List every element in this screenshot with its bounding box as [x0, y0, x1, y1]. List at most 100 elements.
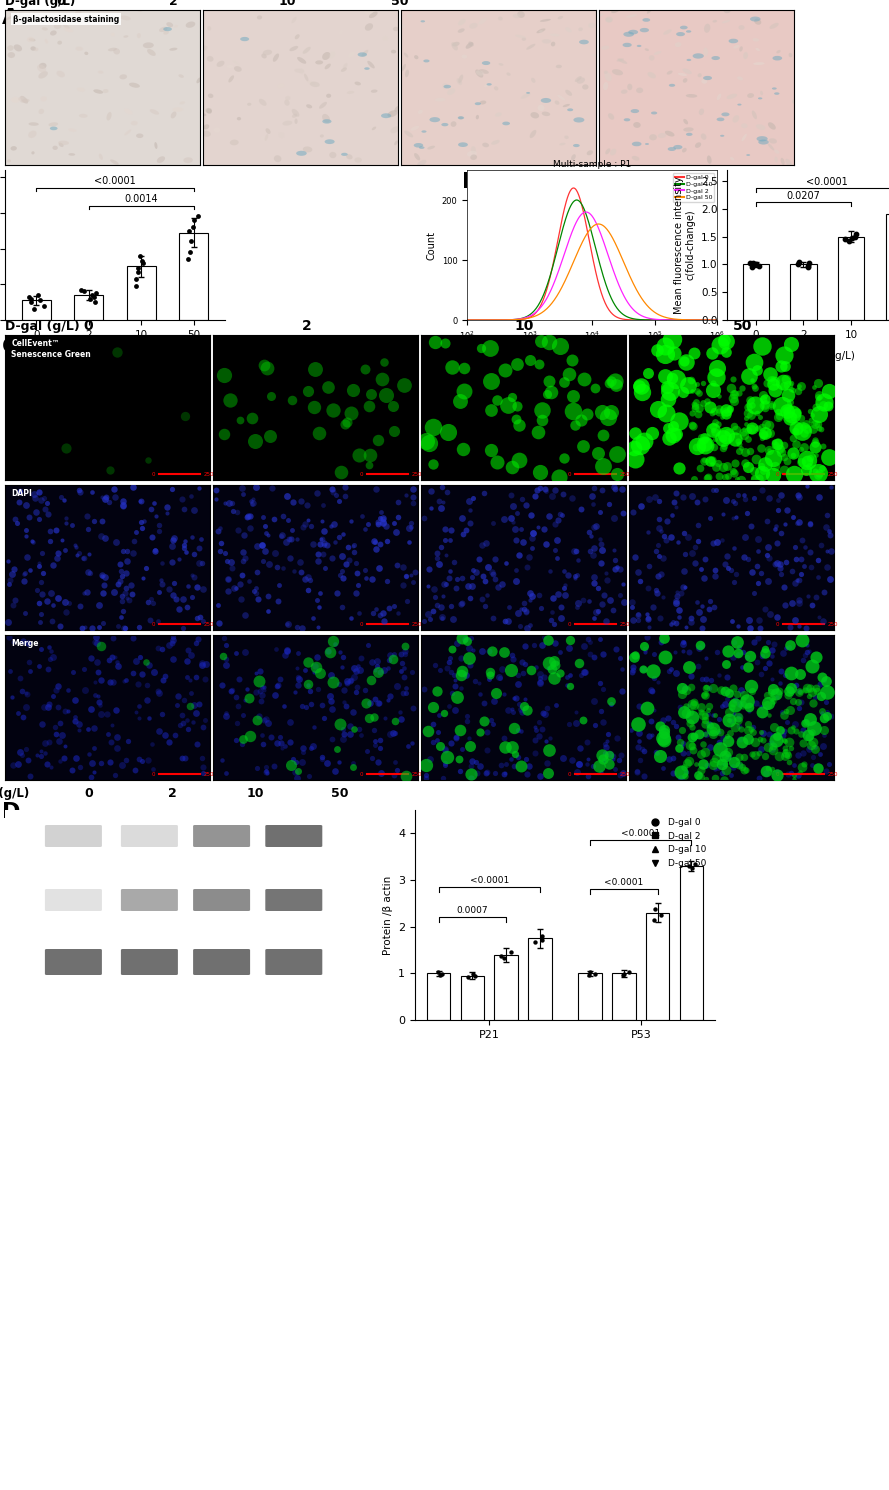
Point	[427, 712, 441, 736]
Point	[77, 657, 92, 681]
Point	[358, 559, 372, 583]
Point	[444, 595, 458, 618]
Point	[290, 766, 304, 790]
Point	[761, 535, 775, 559]
Ellipse shape	[137, 9, 142, 12]
Point	[537, 665, 551, 688]
Point	[696, 428, 710, 451]
Point	[819, 516, 833, 539]
Point	[274, 732, 288, 755]
Point	[726, 755, 741, 779]
Point	[602, 752, 616, 776]
Point	[688, 396, 702, 420]
Point	[140, 556, 154, 580]
Point	[324, 688, 338, 712]
Point	[22, 505, 36, 529]
Point	[651, 533, 665, 557]
Ellipse shape	[149, 109, 159, 115]
Point	[140, 748, 155, 772]
Point	[40, 752, 54, 776]
Point	[634, 495, 648, 519]
Point	[444, 517, 458, 541]
Ellipse shape	[774, 92, 780, 95]
Point	[12, 666, 27, 690]
Point	[386, 721, 400, 745]
Ellipse shape	[470, 155, 477, 159]
Point	[541, 696, 555, 720]
Point	[61, 592, 76, 615]
Ellipse shape	[711, 57, 720, 60]
Point	[473, 754, 487, 778]
Point	[463, 653, 477, 676]
Point	[388, 520, 403, 544]
Point	[587, 536, 601, 560]
Point	[734, 375, 749, 399]
Point	[777, 703, 791, 727]
Point	[372, 729, 387, 752]
Point	[165, 583, 180, 606]
Point	[701, 703, 715, 727]
Ellipse shape	[364, 67, 370, 70]
Ellipse shape	[404, 131, 413, 137]
Point	[647, 697, 661, 721]
Point	[317, 530, 332, 554]
Point	[635, 736, 649, 760]
Point	[763, 362, 777, 386]
Point	[709, 703, 723, 727]
D-gal 0	[543, 274, 554, 292]
Point	[31, 507, 45, 530]
Point	[84, 480, 99, 504]
Point	[364, 669, 378, 693]
Point	[519, 746, 533, 770]
Ellipse shape	[39, 63, 46, 69]
Point	[709, 478, 724, 502]
Point	[229, 575, 244, 599]
Point	[267, 507, 281, 530]
Point	[347, 656, 361, 679]
Point	[589, 714, 603, 738]
Point	[717, 691, 732, 715]
Ellipse shape	[173, 25, 178, 28]
Point	[712, 708, 726, 732]
Point	[633, 569, 647, 593]
Point	[291, 760, 305, 784]
Point	[669, 611, 683, 635]
Ellipse shape	[388, 110, 393, 118]
Ellipse shape	[346, 153, 353, 159]
Point	[424, 478, 438, 502]
Point	[721, 729, 735, 752]
Point	[741, 727, 755, 751]
Point	[658, 334, 672, 358]
Point	[214, 673, 228, 697]
Point	[572, 752, 586, 776]
Point	[641, 577, 655, 600]
Ellipse shape	[44, 39, 48, 43]
Point	[377, 609, 391, 633]
Point	[440, 745, 454, 769]
Point	[559, 666, 573, 690]
Point	[773, 438, 787, 462]
Point	[20, 696, 34, 720]
Ellipse shape	[758, 140, 769, 145]
Ellipse shape	[76, 88, 85, 92]
FancyBboxPatch shape	[45, 825, 102, 846]
Point	[800, 474, 814, 498]
Point	[649, 539, 663, 563]
Point	[338, 475, 352, 499]
Text: D-gal (g/L): D-gal (g/L)	[800, 350, 854, 361]
Point	[165, 647, 180, 670]
Point	[254, 690, 268, 714]
Point	[486, 562, 501, 586]
Point	[527, 930, 541, 954]
Ellipse shape	[469, 22, 477, 28]
Point	[711, 755, 725, 779]
Point	[766, 735, 781, 758]
Point	[156, 669, 170, 693]
Point	[315, 748, 329, 772]
Point	[655, 586, 669, 609]
Point	[712, 398, 726, 422]
Point	[98, 487, 112, 511]
Point	[675, 735, 689, 758]
Point	[692, 381, 706, 405]
Point	[315, 693, 329, 717]
